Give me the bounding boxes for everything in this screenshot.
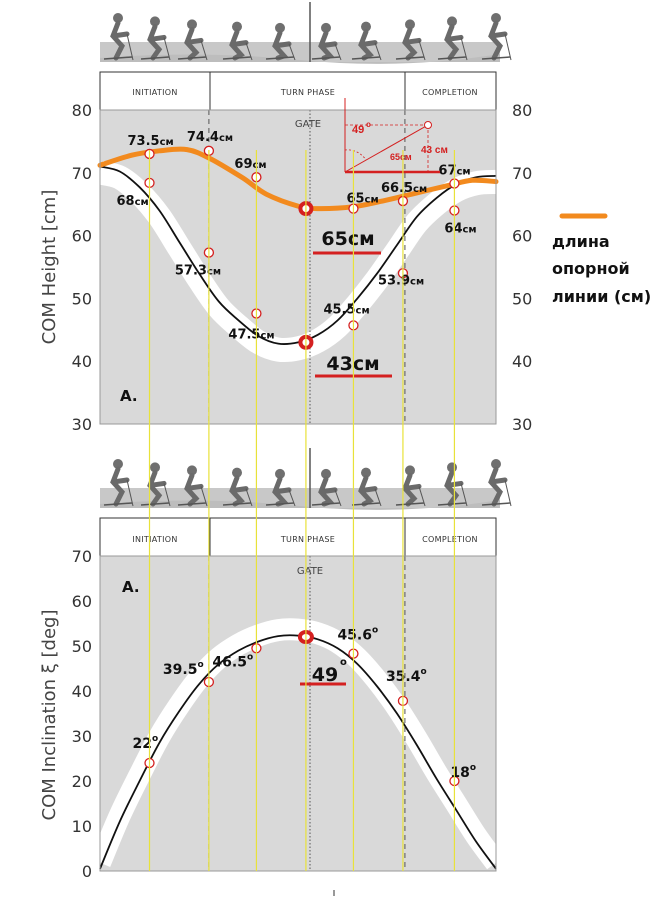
marker-label: 74.4см [187,130,233,145]
phase-completion-bottom: COMPLETION [422,535,478,544]
marker-label: 22o [133,734,159,752]
skier-strip-bottom [100,448,512,510]
skier-icon [177,465,208,507]
phase-completion-top: COMPLETION [422,88,478,97]
marker-label: 64см [444,221,476,236]
y-tick-label: 40 [72,352,92,371]
marker-label: 68см [117,194,149,209]
legend-line-3: линии (см) [552,287,651,306]
y-tick-label: 70 [512,164,532,183]
skier-icon [222,467,253,507]
skier-strip-top [100,2,512,64]
skier-icon [311,22,342,61]
marker-label: 39.5o [163,660,204,678]
phase-turn-bottom: TURN PHASE [280,535,335,544]
angle-inset: 49 o 65см 43 см [344,98,448,174]
y-tick-label: 50 [72,637,92,656]
phase-turn-top: TURN PHASE [280,88,335,97]
y-tick-label: 20 [72,772,92,791]
marker-label: 45.6o [337,626,378,644]
gate-label-bottom: GATE [297,566,323,577]
annotation-49: 49 [312,664,338,686]
phase-header-bottom: INITIATION TURN PHASE COMPLETION [99,517,497,557]
phase-initiation-top: INITIATION [132,88,177,97]
marker-label: 57.3см [175,264,221,279]
annotation-49-degree: o [340,657,347,668]
inset-opposite: 43 см [421,145,448,156]
y-tick-label: 60 [72,592,92,611]
y-tick-label: 80 [512,101,532,120]
y-tick-label: 40 [72,682,92,701]
skier-icon [311,468,342,507]
inset-hypotenuse: 65см [390,152,412,162]
base-length-line [97,146,499,212]
phase-initiation-bottom: INITIATION [132,535,177,544]
com-height-line [99,165,497,345]
legend-line-1: длина [552,232,610,251]
marker-label: 46.5o [212,652,253,670]
gate-label-top: GATE [295,119,321,130]
plot-top: GATE 68см 57.3см 47.5см 45.5см 53.9см 64см 73.… [96,109,499,425]
skier-icon [103,459,134,507]
skier-icon [395,465,426,507]
skier-icon [140,16,171,61]
legend-line-2: опорной [552,259,630,278]
legend: длина опорной линии (см) [552,213,651,306]
y-tick-label: 30 [72,727,92,746]
y-tick-label: 80 [72,101,92,120]
com-inclination-line [99,634,497,870]
y-tick-label: 60 [512,227,532,246]
panel-tag-bottom: A. [122,578,140,596]
y-tick-label: 50 [72,289,92,308]
marker-label: 66.5см [381,181,427,196]
band-bottom [89,618,505,870]
y-tick-label: 30 [512,415,532,434]
marker-label: 69см [234,157,266,172]
marker-label: 35.4o [386,667,427,685]
skier-icon [222,21,253,61]
skier-icon [265,22,296,61]
y-axis-label-top: COM Height [cm] [39,190,60,345]
y-tick-label: 60 [72,227,92,246]
skier-icon [103,13,134,61]
inset-angle: 49 [352,124,364,136]
skier-icon [395,19,426,61]
marker-label: 47.5см [228,327,274,342]
skier-icon [351,467,382,507]
marker-label: 73.5см [128,134,174,149]
y-tick-label: 70 [72,164,92,183]
annotation-65cm: 65см [321,228,374,250]
skier-icon [177,19,208,61]
marker-label: 65см [346,192,378,207]
skier-icon [140,462,171,507]
band-top [96,160,497,363]
y-tick-label: 10 [72,817,92,836]
marker-label: 18o [450,763,476,781]
y-axis-label-bottom: COM Inclination ξ [deg] [39,610,60,821]
y-tick-label: 0 [82,862,92,881]
marker-label: 45.5см [323,302,369,317]
skier-icon [481,13,512,61]
marker-label: 53.9см [378,273,424,288]
skier-icon [265,468,296,507]
phase-header-top: INITIATION TURN PHASE COMPLETION [99,71,497,111]
skier-icon [481,459,512,507]
y-tick-label: 70 [72,547,92,566]
panel-tag-top: A. [120,387,138,405]
y-tick-label: 30 [72,415,92,434]
skier-icon [437,16,468,61]
skier-icon [351,21,382,61]
y-tick-label: 40 [512,352,532,371]
y-tick-label: 50 [512,289,532,308]
plot-bottom: GATE 22o 39.5o 46.5o 45.6o 35.4o 18o A. [89,555,505,872]
inset-angle-degree: o [366,120,371,129]
